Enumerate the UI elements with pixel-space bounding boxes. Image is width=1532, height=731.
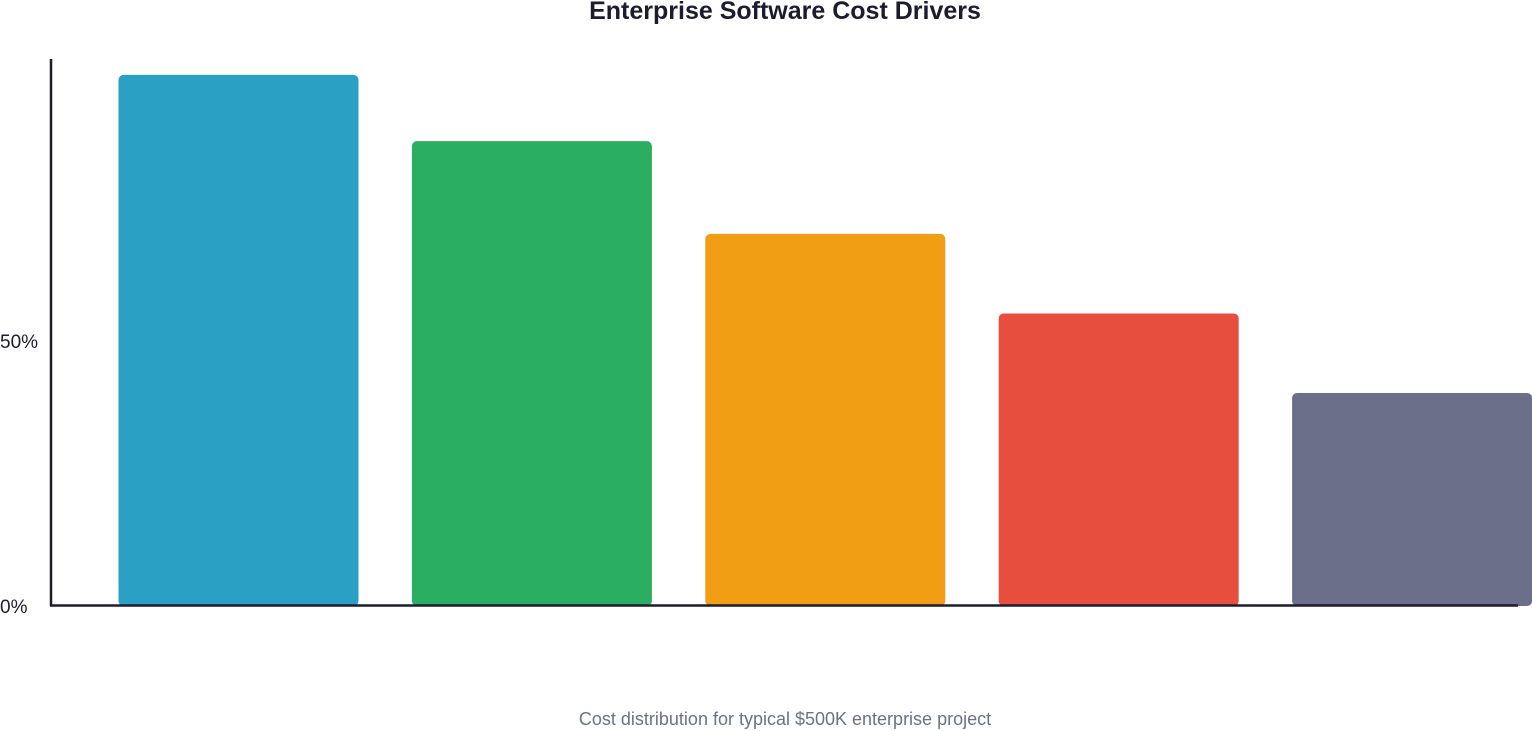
chart-caption: Cost distribution for typical $500K ente…	[0, 707, 1532, 731]
bar-5	[1292, 393, 1532, 606]
y-tick-label-1: 0%	[0, 597, 28, 618]
bar-4	[999, 313, 1239, 606]
y-ticks-layer: 0% 50%	[0, 332, 38, 618]
y-tick-label-2: 50%	[0, 332, 38, 353]
bar-3	[705, 234, 945, 606]
bar-1	[119, 75, 359, 606]
bar-2	[412, 141, 652, 606]
bars-layer	[119, 75, 1532, 606]
